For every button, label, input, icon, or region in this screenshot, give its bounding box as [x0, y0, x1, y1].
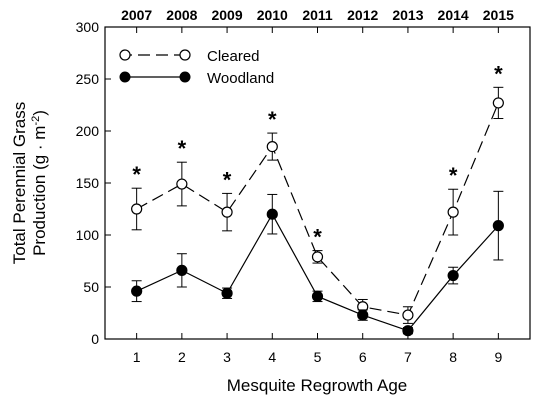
top-year-label: 2008	[166, 7, 197, 23]
data-point-woodland	[357, 309, 369, 321]
y-tick-label: 200	[76, 123, 100, 139]
top-year-label: 2011	[302, 7, 333, 23]
y-tick-label: 150	[76, 175, 100, 191]
significance-asterisk: *	[178, 136, 187, 161]
legend-marker-woodland-left	[119, 71, 131, 83]
data-point-woodland	[131, 285, 143, 297]
x-tick-label: 8	[449, 349, 457, 365]
significance-asterisk: *	[313, 225, 322, 250]
significance-annotations: * * * * * * *	[132, 61, 503, 249]
series	[131, 86, 504, 337]
significance-asterisk: *	[223, 167, 232, 192]
top-year-label: 2014	[438, 7, 469, 23]
x-tick-label: 7	[404, 349, 412, 365]
data-point-cleared	[176, 178, 188, 190]
data-point-woodland	[447, 269, 459, 282]
data-point-cleared	[492, 97, 504, 109]
significance-asterisk: *	[449, 163, 458, 188]
data-point-woodland	[492, 220, 504, 232]
x-tick-label: 2	[178, 349, 186, 365]
data-point-cleared	[402, 309, 414, 321]
y-tick-label: 100	[76, 227, 100, 243]
y-tick-label: 250	[76, 71, 100, 87]
y-tick-label: 300	[76, 19, 100, 35]
data-point-woodland	[176, 264, 188, 276]
top-year-label: 2012	[347, 7, 378, 23]
y-axis-title-line-2: Production (g · m-2)	[30, 110, 49, 256]
data-point-woodland	[266, 208, 278, 220]
x-tick-label: 9	[494, 349, 502, 365]
legend-marker-cleared-right	[179, 49, 191, 61]
significance-asterisk: *	[268, 107, 277, 132]
x-tick-label: 1	[133, 349, 141, 365]
x-tick-label: 4	[268, 349, 276, 365]
top-year-label: 2015	[483, 7, 514, 23]
data-point-cleared	[311, 251, 324, 263]
top-year-label: 2007	[121, 7, 152, 23]
series-line-cleared	[136, 102, 499, 316]
axes: 0 50 100 150 200 250 300 1 2007 2 2008 3 2009 4 2010 5 2…	[76, 7, 514, 365]
data-point-woodland	[221, 287, 233, 299]
y-axis-title-line-1: Total Perennial Grass	[10, 102, 29, 265]
top-year-label: 2009	[211, 7, 242, 23]
top-year-label: 2010	[257, 7, 288, 23]
legend-marker-woodland-right	[179, 71, 191, 83]
x-axis-title: Mesquite Regrowth Age	[227, 376, 408, 395]
legend-label-woodland: Woodland	[207, 70, 274, 87]
significance-asterisk: *	[132, 162, 141, 187]
x-tick-label: 6	[359, 349, 367, 365]
x-tick-label: 3	[223, 349, 231, 365]
y-axis-title-unit: Production (g · m	[30, 126, 49, 256]
x-tick-label: 5	[314, 349, 322, 365]
legend-marker-cleared-left	[119, 49, 131, 61]
legend: Cleared Woodland	[119, 48, 274, 87]
legend-label-cleared: Cleared	[207, 48, 260, 65]
data-point-cleared	[131, 203, 143, 215]
data-point-cleared	[221, 206, 233, 218]
y-axis-title-exponent: -2	[30, 116, 42, 126]
y-axis-title-close: )	[30, 110, 49, 116]
y-tick-label: 0	[91, 331, 99, 347]
data-point-woodland	[311, 290, 324, 302]
y-tick-label: 50	[83, 279, 99, 295]
data-point-cleared	[266, 141, 278, 153]
top-year-label: 2013	[392, 7, 423, 23]
data-point-cleared	[447, 206, 459, 218]
data-point-woodland	[402, 325, 414, 337]
significance-asterisk: *	[494, 61, 503, 86]
